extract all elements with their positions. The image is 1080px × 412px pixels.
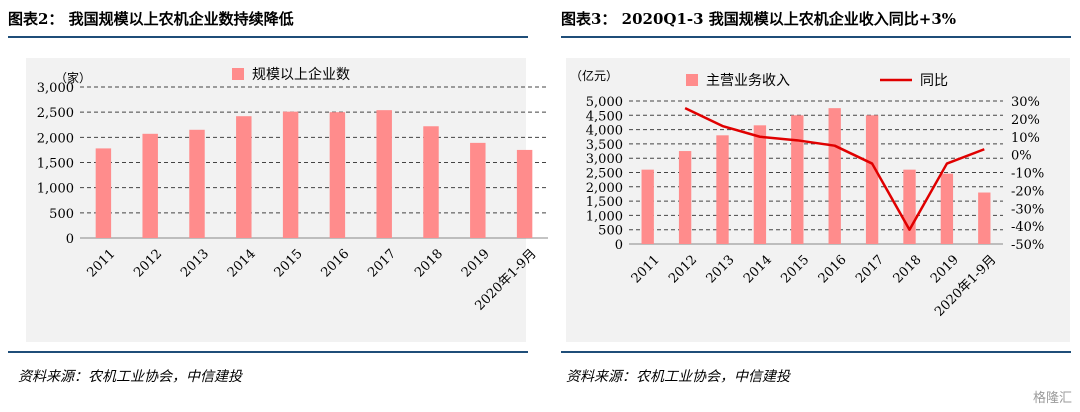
left-x-tick-label: 2019	[459, 246, 493, 280]
left-x-tick-label: 2013	[178, 246, 212, 280]
left-unit-label: （家）	[55, 70, 91, 85]
right-y2-tick-label: 10%	[1011, 131, 1040, 146]
right-title-divider	[561, 36, 1071, 38]
right-bar	[791, 115, 804, 244]
right-y-tick-label: 2,500	[586, 167, 623, 182]
right-legend-label: 主营业务收入	[706, 73, 790, 89]
left-bar	[423, 126, 439, 238]
right-chart-title: 图表3： 2020Q1-3 我国规模以上农机企业收入同比+3%	[561, 10, 957, 28]
right-y-tick-label: 3,000	[586, 152, 623, 167]
left-y-tick-label: 500	[49, 207, 74, 222]
right-y-tick-label: 2,000	[586, 181, 623, 196]
left-bar	[516, 149, 533, 238]
right-x-tick-label: 2015	[778, 252, 812, 286]
right-x-tick-label: 2019	[928, 252, 962, 286]
right-bar	[828, 108, 841, 245]
left-bar	[142, 133, 158, 238]
left-y-tick-label: 1,500	[37, 157, 74, 172]
right-y2-tick-label: 20%	[1011, 113, 1040, 128]
right-bar	[641, 169, 654, 244]
left-x-tick-label: 2018	[412, 246, 446, 280]
right-line-series	[684, 107, 985, 231]
right-y-tick-label: 3,500	[586, 138, 623, 153]
right-source-note: 资料来源：农机工业协会，中信建投	[566, 369, 790, 385]
right-bar	[940, 173, 954, 244]
right-y2-tick-label: -40%	[1011, 220, 1044, 235]
left-chart-title: 图表2： 我国规模以上农机企业数持续降低	[8, 10, 294, 28]
left-x-tick-label: 2017	[365, 246, 399, 280]
right-y2-tick-label: 0%	[1011, 149, 1032, 164]
left-bar	[329, 112, 346, 238]
right-y-tick-label: 4,500	[586, 109, 623, 124]
right-legend-label: 同比	[920, 73, 948, 89]
right-bar	[678, 151, 692, 244]
right-x-tick-label: 2011	[629, 252, 663, 286]
left-source-note: 资料来源：农机工业协会，中信建投	[18, 369, 242, 385]
left-x-tick-label: 2016	[318, 246, 352, 280]
right-y-tick-label: 0	[615, 238, 623, 253]
left-x-tick-label: 2012	[131, 246, 165, 280]
right-y-tick-label: 5,000	[586, 95, 623, 110]
right-x-tick-label: 2013	[704, 252, 738, 286]
left-legend-label: 规模以上企业数	[252, 66, 350, 83]
left-legend-swatch-bar	[232, 68, 244, 80]
right-y2-tick-label: -50%	[1011, 238, 1044, 253]
right-y2-tick-label: -30%	[1011, 202, 1044, 217]
right-source-divider	[561, 351, 1071, 353]
right-y-tick-label: 4,000	[586, 124, 623, 139]
left-y-tick-label: 1,000	[37, 182, 74, 197]
left-x-tick-label: 2015	[272, 246, 306, 280]
right-bar	[716, 135, 729, 244]
left-x-tick-label: 2011	[84, 246, 118, 280]
left-y-tick-label: 3,000	[37, 81, 74, 96]
left-source-divider	[8, 351, 528, 353]
left-y-tick-label: 2,500	[37, 106, 74, 121]
right-x-tick-label: 2016	[816, 252, 850, 286]
left-bar	[376, 110, 392, 238]
right-x-tick-label: 2017	[853, 252, 887, 286]
left-bar	[282, 111, 299, 238]
right-y2-tick-label: -10%	[1011, 167, 1044, 182]
left-bar	[236, 116, 252, 238]
right-x-tick-label: 2014	[741, 252, 775, 286]
right-bar	[865, 115, 879, 244]
right-y-tick-label: 1,000	[586, 209, 623, 224]
watermark-logo: 格隆汇	[1032, 391, 1072, 406]
left-bar	[470, 142, 486, 238]
right-bar	[753, 125, 767, 244]
right-legend-swatch-bar	[686, 74, 698, 86]
left-y-tick-label: 0	[66, 232, 74, 247]
right-x-tick-label: 2012	[666, 252, 700, 286]
right-y-tick-label: 500	[598, 224, 623, 239]
right-y-tick-label: 1,500	[586, 195, 623, 210]
left-x-tick-label: 2014	[225, 246, 259, 280]
right-x-tick-label: 2018	[891, 252, 925, 286]
left-y-tick-label: 2,000	[37, 131, 74, 146]
left-bar	[189, 129, 205, 238]
right-bar	[978, 192, 991, 244]
left-title-divider	[8, 36, 528, 38]
right-y2-tick-label: 30%	[1011, 95, 1040, 110]
right-bar	[903, 169, 916, 244]
left-bar	[95, 148, 112, 238]
right-unit-label: （亿元）	[570, 68, 618, 83]
right-y2-tick-label: -20%	[1011, 184, 1044, 199]
